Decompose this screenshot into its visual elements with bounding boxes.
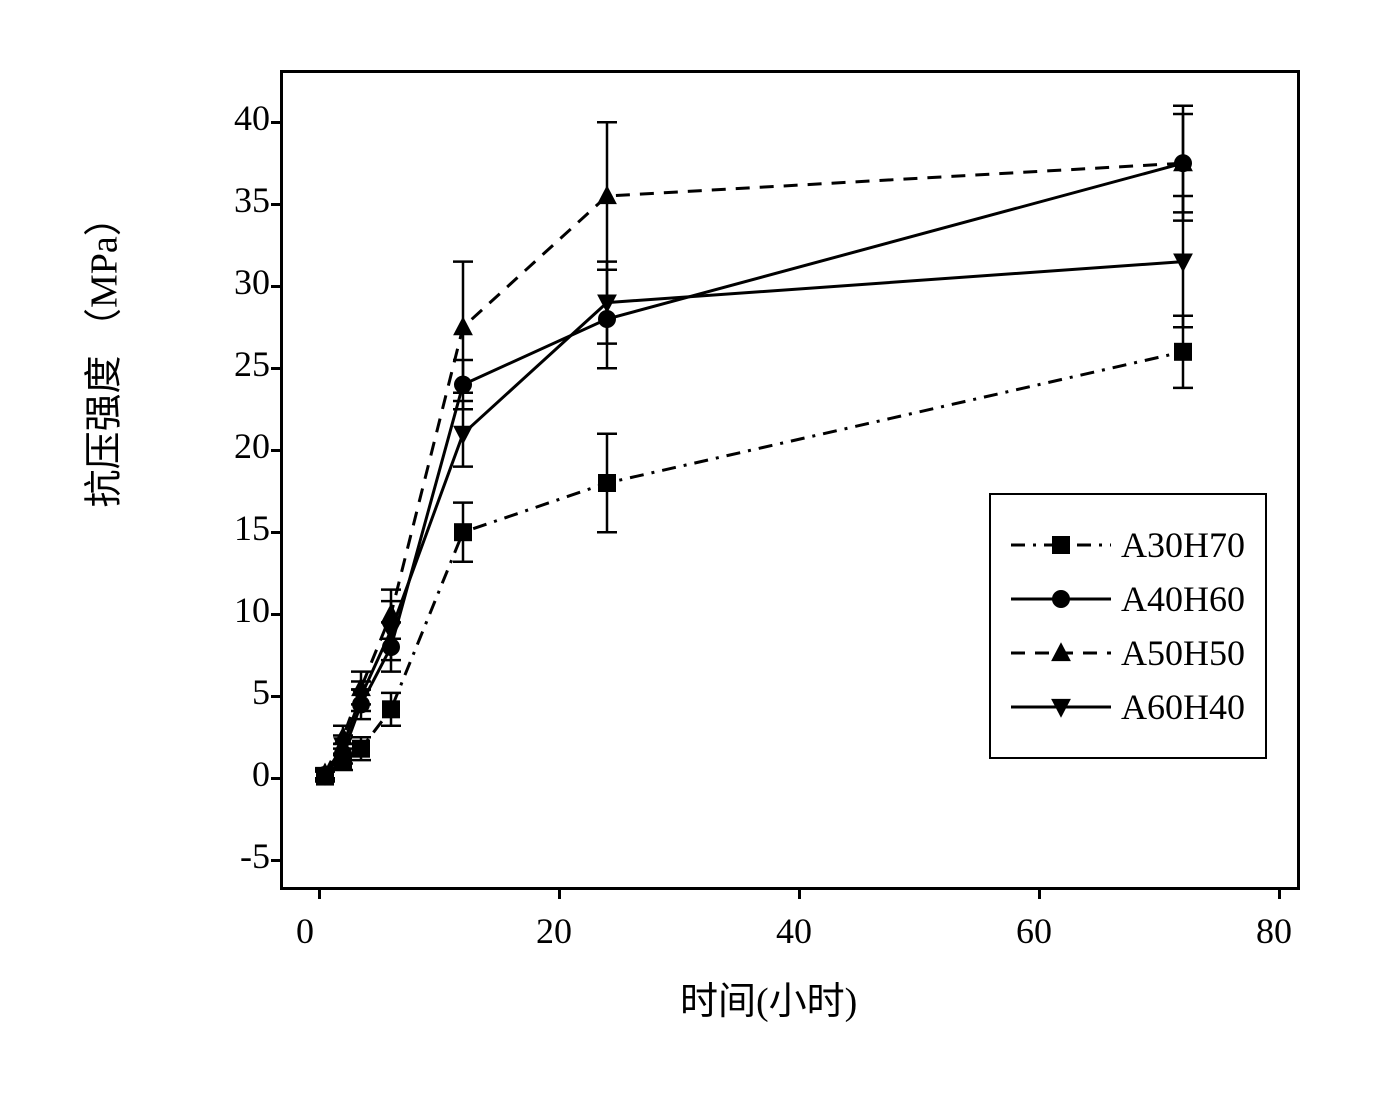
y-tick-label: 40 [234, 97, 270, 139]
y-tick-label: 25 [234, 343, 270, 385]
legend-items: A30H70 A40H60 A50H50 A60H40 [1011, 523, 1245, 729]
legend-item: A30H70 [1011, 523, 1245, 567]
y-tick-label: 10 [234, 589, 270, 631]
y-axis-label: 抗压强度 （MPa） [73, 198, 128, 507]
y-tick-label: 20 [234, 425, 270, 467]
legend-item: A50H50 [1011, 631, 1245, 675]
y-tick-label: 15 [234, 507, 270, 549]
plot-area: A30H70 A40H60 A50H50 A60H40 [280, 70, 1300, 890]
legend-label: A30H70 [1121, 524, 1245, 566]
x-tick-label: 0 [296, 910, 314, 952]
x-tick-label: 80 [1256, 910, 1292, 952]
legend-marker-icon [1011, 581, 1111, 617]
y-tick-label: 0 [252, 753, 270, 795]
y-tick-label: 30 [234, 261, 270, 303]
legend-label: A40H60 [1121, 578, 1245, 620]
legend: A30H70 A40H60 A50H50 A60H40 [989, 493, 1267, 759]
x-tick-label: 60 [1016, 910, 1052, 952]
x-axis-label: 时间(小时) [680, 970, 857, 1025]
chart-container: 抗压强度 （MPa） 时间(小时) -50510152025303540 020… [80, 20, 1360, 1090]
chart-series [283, 73, 1303, 893]
x-tick-label: 40 [776, 910, 812, 952]
legend-item: A40H60 [1011, 577, 1245, 621]
legend-label: A50H50 [1121, 632, 1245, 674]
legend-marker-icon [1011, 527, 1111, 563]
legend-label: A60H40 [1121, 686, 1245, 728]
y-tick-label: 35 [234, 179, 270, 221]
y-tick-label: -5 [240, 835, 270, 877]
legend-marker-icon [1011, 635, 1111, 671]
legend-item: A60H40 [1011, 685, 1245, 729]
legend-marker-icon [1011, 689, 1111, 725]
x-tick-label: 20 [536, 910, 572, 952]
y-tick-label: 5 [252, 671, 270, 713]
